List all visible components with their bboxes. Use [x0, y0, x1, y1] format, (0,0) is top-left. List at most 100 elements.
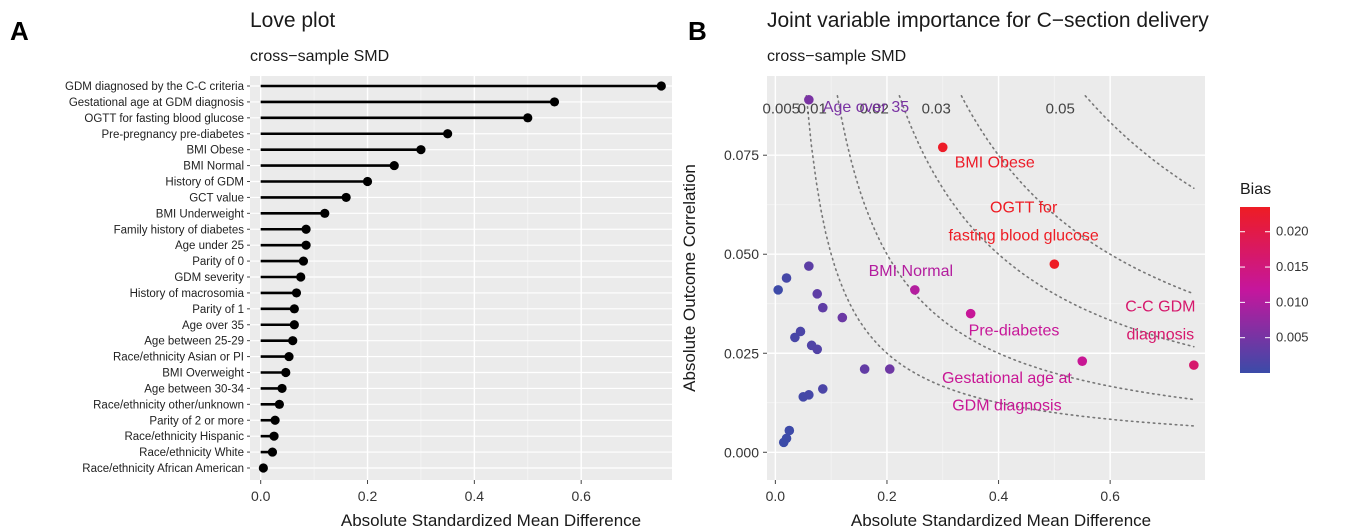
bias-contour-line: [960, 95, 1195, 295]
x-axis-title: Absolute Standardized Mean Difference: [341, 511, 641, 530]
bias-contour-label: 0.02: [860, 101, 889, 118]
category-label: Pre-pregnancy pre-diabetes: [101, 129, 244, 141]
lollipop-point: [274, 399, 284, 409]
y-tick-label: 0.075: [724, 147, 759, 163]
bias-contour-line: [1084, 95, 1195, 189]
scatter-point: [910, 285, 920, 295]
x-tick-label: 0.6: [571, 488, 591, 504]
x-tick-label: 0.4: [465, 488, 485, 504]
point-label: diagnosis: [1127, 326, 1195, 343]
legend-tick-label: 0.010: [1276, 294, 1309, 309]
lollipop-point: [416, 145, 426, 155]
scatter-point: [837, 312, 848, 323]
lollipop-point: [291, 288, 302, 298]
category-label: Age under 25: [175, 240, 244, 252]
scatter-point: [1077, 356, 1088, 366]
scatter-point: [773, 285, 783, 295]
y-axis-title: Absolute Outcome Correlation: [680, 164, 699, 392]
point-label: Gestational age at: [942, 370, 1072, 387]
legend-title: Bias: [1240, 181, 1271, 198]
scatter-point: [884, 364, 895, 374]
category-label: Race/ethnicity Hispanic: [124, 431, 244, 443]
lollipop-point: [269, 431, 279, 441]
scatter-point: [778, 437, 789, 448]
lollipop-point: [443, 129, 453, 139]
point-label: Pre-diabetes: [969, 323, 1060, 340]
bias-contour-label: 0.01: [798, 101, 827, 118]
category-label: BMI Normal: [183, 161, 244, 173]
category-label: Gestational age at GDM diagnosis: [69, 97, 244, 109]
scatter-point: [965, 308, 976, 319]
category-label: History of macrosomia: [130, 288, 245, 300]
bias-contour-label: 0.005: [762, 101, 800, 118]
lollipop-point: [258, 463, 268, 473]
lollipop-point: [288, 336, 298, 346]
lollipop-point: [523, 113, 533, 123]
bias-contour-line: [836, 95, 1195, 401]
scatter-point: [804, 94, 814, 105]
legend-tick-label: 0.020: [1276, 224, 1309, 239]
lollipop-point: [301, 224, 311, 234]
category-label: GDM severity: [174, 272, 244, 284]
bias-contours: [805, 95, 1195, 427]
point-label: fasting blood glucose: [948, 227, 1098, 244]
scatter-point: [784, 425, 795, 436]
plot-background: [250, 76, 672, 480]
category-label: OGTT for fasting blood glucose: [84, 113, 244, 125]
category-label: GCT value: [189, 192, 244, 204]
lollipop-point: [301, 240, 311, 250]
lollipop-point: [549, 97, 560, 107]
scatter-point: [859, 364, 870, 374]
scatter-point: [804, 261, 814, 271]
panel-b-letter: B: [688, 16, 707, 46]
y-tick-label: 0.025: [724, 345, 759, 361]
category-label: BMI Obese: [186, 145, 244, 157]
x-axis-title: Absolute Standardized Mean Difference: [851, 511, 1151, 530]
scatter-point: [812, 289, 823, 299]
x-tick-label: 0.4: [989, 488, 1009, 504]
panel-a-title: Love plot: [250, 9, 335, 32]
category-label: GDM diagnosed by the C-C criteria: [65, 81, 245, 93]
point-label: Age over 35: [823, 99, 909, 116]
lollipop-point: [298, 256, 309, 266]
scatter-point: [790, 332, 800, 343]
category-label: History of GDM: [165, 177, 244, 189]
point-label: OGTT for: [990, 200, 1058, 217]
x-tick-label: 0.6: [1100, 488, 1120, 504]
category-label: Parity of 2 or more: [149, 415, 244, 427]
panel-a-letter: A: [10, 16, 29, 46]
lollipop-point: [362, 176, 373, 187]
lollipop-point: [267, 447, 278, 457]
lollipop-point: [270, 415, 280, 425]
plot-background: [767, 76, 1205, 480]
scatter-point: [1189, 360, 1199, 370]
category-label: Parity of 0: [192, 256, 244, 268]
point-label: C-C GDM: [1125, 299, 1195, 316]
category-label: Race/ethnicity White: [139, 447, 244, 459]
legend-tick-label: 0.005: [1276, 330, 1309, 345]
legend-tick-label: 0.015: [1276, 259, 1309, 274]
category-label: Age over 35: [182, 320, 244, 332]
bias-legend: Bias 0.005 0.010 0.015 0.020: [1240, 181, 1309, 373]
lollipop-point: [281, 367, 291, 378]
x-tick-label: 0.2: [877, 488, 897, 504]
y-tick-label: 0.050: [724, 246, 759, 262]
y-tick-label: 0.000: [724, 444, 759, 460]
category-label: Age between 25-29: [144, 336, 244, 348]
category-label: BMI Underweight: [156, 208, 245, 220]
category-label: Race/ethnicity other/unknown: [93, 399, 244, 411]
category-label: Race/ethnicity Asian or PI: [113, 352, 244, 364]
category-label: Family history of diabetes: [114, 224, 245, 236]
category-label: Age between 30-34: [144, 383, 244, 395]
lollipop-point: [284, 351, 294, 362]
lollipop-point: [341, 192, 351, 203]
x-tick-label: 0.0: [251, 488, 271, 504]
panel-b-title: Joint variable importance for C−section …: [767, 9, 1209, 32]
x-tick-label: 0.2: [358, 488, 378, 504]
legend-colorbar: [1240, 207, 1270, 373]
scatter-point: [937, 142, 948, 153]
lollipop-point: [320, 208, 330, 218]
category-label: BMI Overweight: [162, 368, 245, 380]
scatter-point: [804, 390, 814, 400]
